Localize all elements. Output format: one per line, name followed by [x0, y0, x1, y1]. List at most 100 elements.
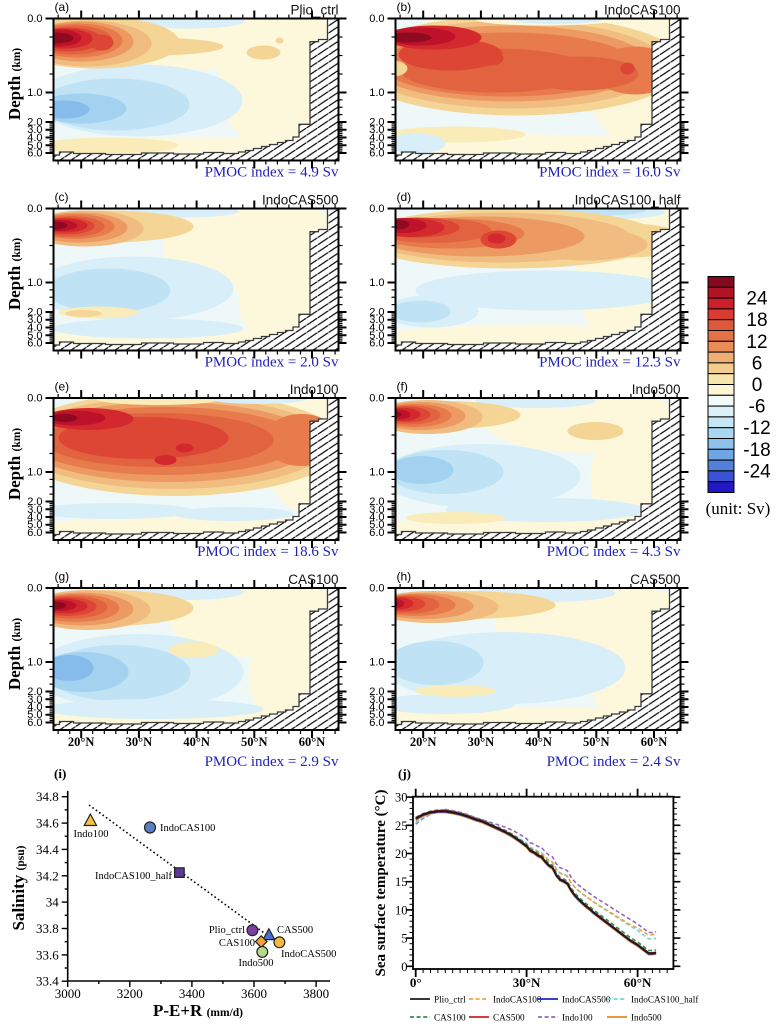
svg-text:(a): (a) [55, 0, 70, 14]
svg-text:12: 12 [746, 332, 767, 353]
svg-text:0°: 0° [410, 975, 422, 990]
svg-text:Indo500: Indo500 [239, 958, 274, 969]
svg-text:(i): (i) [54, 766, 66, 781]
svg-text:2.0: 2.0 [369, 117, 384, 129]
svg-text:Depth (km): Depth (km) [5, 238, 24, 310]
svg-text:6.0: 6.0 [27, 338, 42, 350]
svg-text:5.0: 5.0 [27, 330, 42, 342]
svg-text:34.6: 34.6 [36, 816, 59, 831]
svg-text:5.0: 5.0 [27, 519, 42, 531]
svg-text:(d): (d) [397, 190, 412, 204]
svg-text:60°N: 60°N [299, 735, 326, 749]
svg-text:Depth (km): Depth (km) [5, 48, 24, 120]
svg-text:PMOC index = 12.3 Sv: PMOC index = 12.3 Sv [539, 355, 681, 371]
svg-text:4.0: 4.0 [369, 132, 384, 144]
svg-text:(h): (h) [397, 570, 412, 584]
svg-text:6.0: 6.0 [369, 717, 384, 729]
svg-text:0.0: 0.0 [27, 583, 42, 595]
svg-text:IndoCAS100_half: IndoCAS100_half [95, 871, 173, 882]
svg-text:PMOC index = 2.4 Sv: PMOC index = 2.4 Sv [547, 754, 681, 770]
svg-text:30°N: 30°N [468, 735, 495, 749]
svg-text:24: 24 [746, 289, 768, 310]
svg-text:4.0: 4.0 [369, 322, 384, 334]
svg-text:18: 18 [746, 310, 767, 331]
svg-text:Indo100: Indo100 [562, 1013, 593, 1023]
svg-text:(c): (c) [55, 190, 69, 204]
svg-text:0.0: 0.0 [27, 13, 42, 25]
svg-text:0.0: 0.0 [369, 203, 384, 215]
svg-text:34.2: 34.2 [36, 868, 59, 883]
svg-text:2.0: 2.0 [27, 117, 42, 129]
svg-text:0.0: 0.0 [369, 393, 384, 405]
svg-text:Salinity (psu): Salinity (psu) [9, 845, 28, 930]
svg-text:CAS100: CAS100 [434, 1013, 466, 1023]
svg-text:Plio_ctrl: Plio_ctrl [290, 3, 338, 18]
svg-text:(e): (e) [55, 380, 70, 394]
svg-text:0: 0 [752, 375, 763, 396]
svg-text:Indo500: Indo500 [631, 1013, 662, 1023]
svg-text:(j): (j) [398, 766, 411, 781]
svg-text:Indo500: Indo500 [632, 382, 681, 397]
svg-text:Sea surface temperature (°C): Sea surface temperature (°C) [373, 790, 389, 977]
svg-text:IndoCAS100_half: IndoCAS100_half [631, 995, 699, 1005]
svg-text:PMOC index = 4.3 Sv: PMOC index = 4.3 Sv [547, 544, 681, 560]
svg-text:3400: 3400 [179, 986, 205, 1001]
svg-text:PMOC index = 18.6 Sv: PMOC index = 18.6 Sv [197, 544, 339, 560]
svg-text:1.0: 1.0 [369, 657, 384, 669]
svg-text:10: 10 [395, 903, 408, 917]
svg-text:3800: 3800 [303, 986, 329, 1001]
svg-text:5.0: 5.0 [369, 709, 384, 721]
svg-text:Plio_ctrl: Plio_ctrl [434, 995, 466, 1005]
svg-text:2.0: 2.0 [369, 307, 384, 319]
svg-text:6.0: 6.0 [369, 148, 384, 160]
svg-text:20°N: 20°N [410, 735, 437, 749]
svg-text:(unit: Sv): (unit: Sv) [706, 499, 771, 518]
svg-text:1.0: 1.0 [27, 467, 42, 479]
svg-text:25: 25 [395, 819, 408, 833]
svg-text:34.8: 34.8 [36, 789, 59, 804]
svg-text:CAS100: CAS100 [219, 938, 255, 949]
svg-text:5.0: 5.0 [369, 519, 384, 531]
svg-text:3.0: 3.0 [369, 124, 384, 136]
svg-text:6.0: 6.0 [369, 338, 384, 350]
svg-text:4.0: 4.0 [27, 512, 42, 524]
svg-text:IndoCAS100: IndoCAS100 [160, 823, 215, 834]
svg-text:(g): (g) [55, 570, 70, 584]
svg-text:PMOC index = 2.9 Sv: PMOC index = 2.9 Sv [205, 754, 339, 770]
svg-text:2.0: 2.0 [27, 496, 42, 508]
svg-text:20: 20 [395, 847, 408, 861]
svg-text:1.0: 1.0 [369, 87, 384, 99]
svg-text:60°N: 60°N [641, 735, 668, 749]
svg-text:4.0: 4.0 [27, 702, 42, 714]
svg-text:4.0: 4.0 [27, 132, 42, 144]
svg-text:Indo100: Indo100 [290, 382, 339, 397]
svg-text:PMOC index = 2.0 Sv: PMOC index = 2.0 Sv [205, 355, 339, 371]
svg-text:-18: -18 [743, 440, 770, 461]
svg-text:IndoCAS500: IndoCAS500 [562, 995, 611, 1005]
svg-text:(f): (f) [397, 380, 408, 394]
svg-text:Depth (km): Depth (km) [5, 428, 24, 500]
svg-text:-12: -12 [743, 418, 770, 439]
svg-text:34: 34 [46, 895, 60, 910]
svg-text:4.0: 4.0 [369, 512, 384, 524]
svg-text:IndoCAS100_half: IndoCAS100_half [575, 193, 681, 208]
svg-text:5: 5 [401, 932, 407, 946]
svg-text:5.0: 5.0 [27, 709, 42, 721]
svg-text:4.0: 4.0 [369, 702, 384, 714]
svg-text:40°N: 40°N [183, 735, 210, 749]
svg-text:0.0: 0.0 [27, 203, 42, 215]
svg-text:40°N: 40°N [525, 735, 552, 749]
svg-text:1.0: 1.0 [369, 467, 384, 479]
svg-text:CAS500: CAS500 [630, 572, 680, 587]
svg-text:IndoCAS500: IndoCAS500 [262, 193, 339, 208]
svg-text:3.0: 3.0 [369, 694, 384, 706]
svg-text:2.0: 2.0 [27, 686, 42, 698]
svg-text:6.0: 6.0 [369, 527, 384, 539]
svg-text:6: 6 [752, 353, 763, 374]
svg-text:PMOC index = 16.0 Sv: PMOC index = 16.0 Sv [539, 165, 681, 181]
svg-text:5.0: 5.0 [369, 140, 384, 152]
svg-text:33.4: 33.4 [36, 974, 59, 989]
svg-text:3.0: 3.0 [369, 314, 384, 326]
svg-text:2.0: 2.0 [27, 307, 42, 319]
svg-text:Indo100: Indo100 [74, 829, 109, 840]
